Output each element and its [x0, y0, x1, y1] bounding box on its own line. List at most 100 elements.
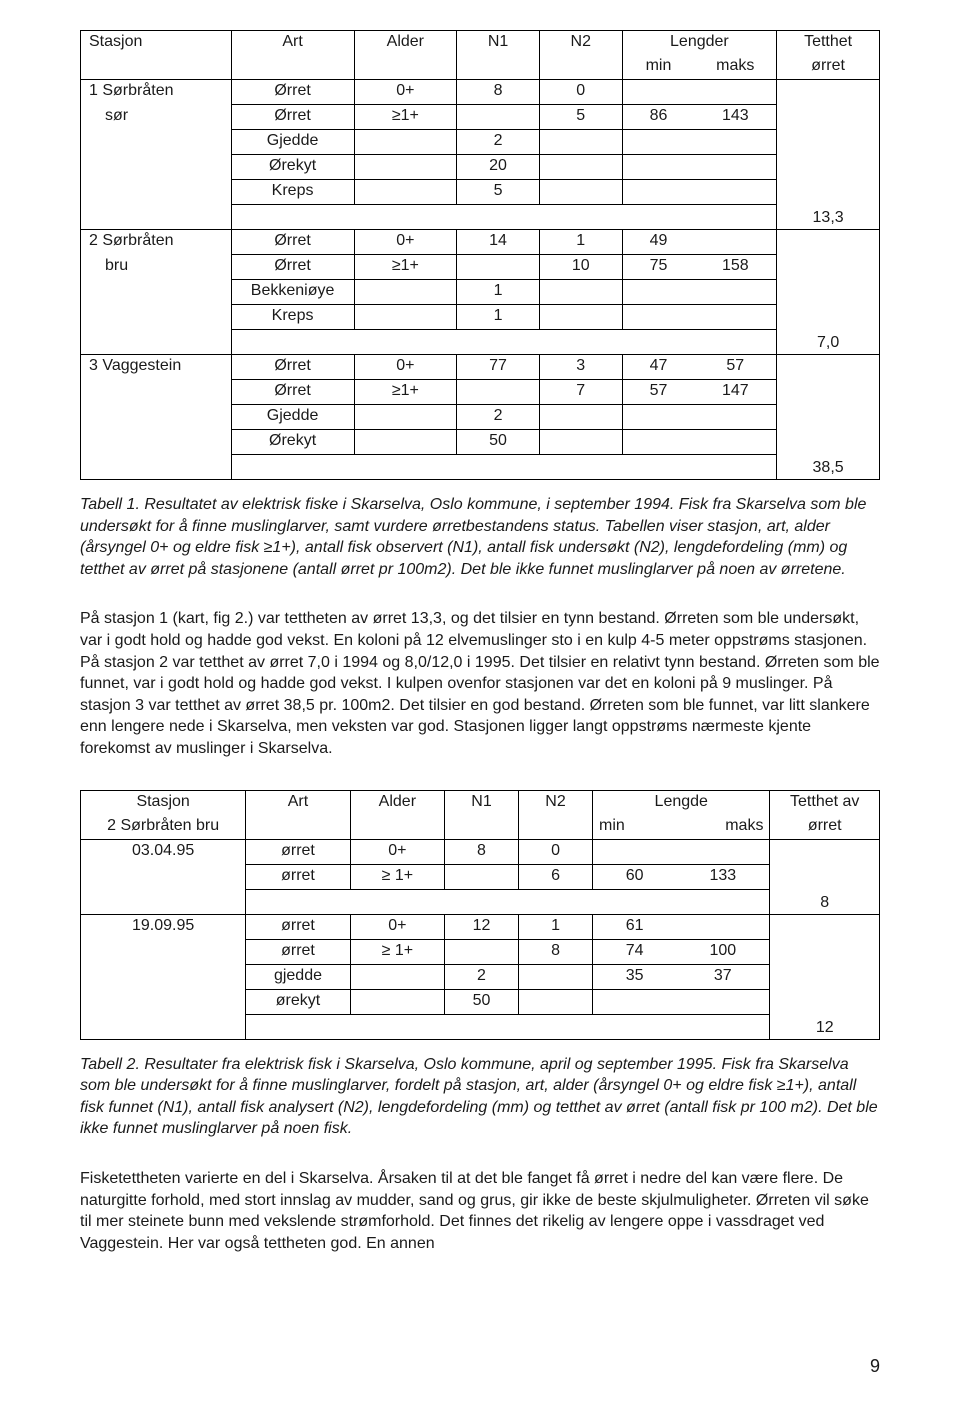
cell: Ørret	[231, 255, 354, 280]
cell: Ørret	[231, 380, 354, 405]
cell: Kreps	[231, 305, 354, 330]
cell	[354, 405, 457, 430]
cell	[622, 405, 694, 430]
th2-tetthet2: ørret	[770, 815, 880, 840]
cell: ≥1+	[354, 255, 457, 280]
cell: 143	[694, 105, 776, 130]
cell: 1	[457, 280, 540, 305]
cell: 60	[593, 864, 677, 889]
cell	[622, 130, 694, 155]
cell	[519, 989, 593, 1014]
table-1: Stasjon Art Alder N1 N2 Lengder Tetthet …	[80, 30, 880, 480]
date2: 19.09.95	[81, 914, 246, 939]
cell: 20	[457, 155, 540, 180]
cell: 0	[519, 839, 593, 864]
cell: Ørret	[231, 230, 354, 255]
th2-n1: N1	[445, 790, 519, 839]
st1-tetthet: 13,3	[777, 80, 880, 230]
cell: 14	[457, 230, 540, 255]
cell: 61	[593, 914, 677, 939]
cell: Ørekyt	[231, 430, 354, 455]
cell: gjedde	[246, 964, 350, 989]
cell: ørret	[246, 839, 350, 864]
cell: 86	[622, 105, 694, 130]
cell: ørret	[246, 939, 350, 964]
cell: 158	[694, 255, 776, 280]
cell: 2	[457, 130, 540, 155]
cell: 75	[622, 255, 694, 280]
cell: ≥ 1+	[350, 864, 444, 889]
cell: 6	[519, 864, 593, 889]
th-maks: maks	[694, 55, 776, 80]
cell: 35	[593, 964, 677, 989]
cell: 0	[539, 80, 622, 105]
th-stasjon: Stasjon	[81, 31, 232, 80]
table-2: Stasjon Art Alder N1 N2 Lengde Tetthet a…	[80, 790, 880, 1040]
cell: ≥1+	[354, 105, 457, 130]
cell	[622, 80, 694, 105]
th2-stasjon1: Stasjon	[81, 790, 246, 815]
cell	[354, 430, 457, 455]
cell	[354, 180, 457, 205]
th2-maks: maks	[676, 815, 770, 840]
st3-name1: 3 Vaggestein	[81, 355, 232, 380]
cell	[622, 430, 694, 455]
th2-n2: N2	[519, 790, 593, 839]
paragraph-2: Fisketettheten varierte en del i Skarsel…	[80, 1168, 880, 1254]
cell: 57	[694, 355, 776, 380]
cell	[694, 405, 776, 430]
cell: 8	[457, 80, 540, 105]
st2-tetthet: 7,0	[777, 230, 880, 355]
cell: 5	[539, 105, 622, 130]
cell: Ørret	[231, 80, 354, 105]
cell: 74	[593, 939, 677, 964]
cell	[445, 864, 519, 889]
cell: Bekkeniøye	[231, 280, 354, 305]
th-min: min	[622, 55, 694, 80]
cell	[539, 305, 622, 330]
th-n2: N2	[539, 31, 622, 80]
cell	[676, 839, 770, 864]
th2-art: Art	[246, 790, 350, 839]
cell: 1	[457, 305, 540, 330]
th-art: Art	[231, 31, 354, 80]
cell: 37	[676, 964, 770, 989]
cell	[354, 130, 457, 155]
cell	[694, 130, 776, 155]
cell: 5	[457, 180, 540, 205]
cell: 47	[622, 355, 694, 380]
cell: 77	[457, 355, 540, 380]
cell	[539, 155, 622, 180]
cell	[354, 280, 457, 305]
cell	[676, 914, 770, 939]
cell: ≥1+	[354, 380, 457, 405]
cell	[539, 180, 622, 205]
cell: 0+	[350, 914, 444, 939]
cell: 3	[539, 355, 622, 380]
cell	[350, 989, 444, 1014]
cell: ørret	[246, 914, 350, 939]
cell: Gjedde	[231, 130, 354, 155]
cell	[539, 430, 622, 455]
cell: 1	[519, 914, 593, 939]
cell	[622, 280, 694, 305]
th-n1: N1	[457, 31, 540, 80]
cell: Ørret	[231, 105, 354, 130]
th2-lengde: Lengde	[593, 790, 770, 815]
cell: 0+	[354, 355, 457, 380]
cell: 12	[445, 914, 519, 939]
cell: 0+	[354, 230, 457, 255]
cell	[457, 255, 540, 280]
th2-alder: Alder	[350, 790, 444, 839]
table-1-caption: Tabell 1. Resultatet av elektrisk fiske …	[80, 494, 880, 580]
cell: 7	[539, 380, 622, 405]
cell	[622, 155, 694, 180]
cell	[694, 155, 776, 180]
cell	[622, 180, 694, 205]
cell: ørekyt	[246, 989, 350, 1014]
cell: 50	[445, 989, 519, 1014]
cell: ≥ 1+	[350, 939, 444, 964]
th-tetthet: Tetthet	[777, 31, 880, 56]
st3-tetthet: 38,5	[777, 355, 880, 480]
th2-stasjon2: 2 Sørbråten bru	[81, 815, 246, 840]
